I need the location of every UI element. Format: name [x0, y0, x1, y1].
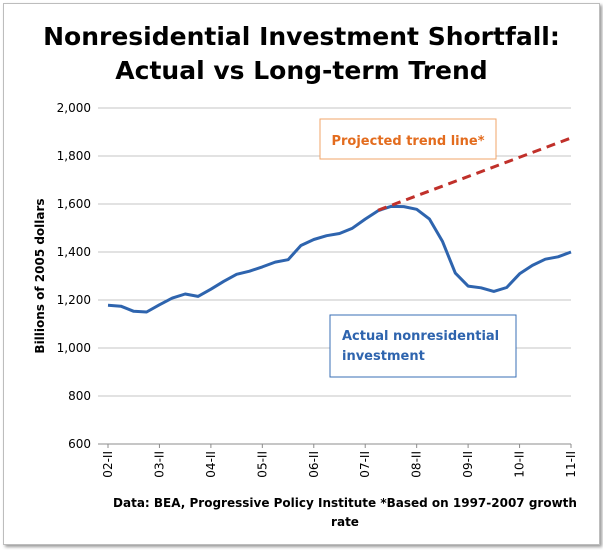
- x-tick-label: 07-II: [358, 451, 372, 478]
- footer-line-1: Data: BEA, Progressive Policy Institute …: [113, 496, 577, 510]
- x-tick-label: 11-II: [564, 451, 578, 478]
- x-tick-label: 05-II: [255, 451, 269, 478]
- y-tick-label: 600: [68, 437, 91, 451]
- series-line-actual-investment: [107, 204, 572, 314]
- x-tick-label: 09-II: [461, 451, 475, 478]
- trend-annotation-box: Projected trend line*: [319, 118, 497, 160]
- y-axis-label: Billions of 2005 dollars: [33, 198, 47, 353]
- chart-title: Nonresidential Investment Shortfall: Act…: [0, 20, 603, 88]
- chart-title-line-1: Nonresidential Investment Shortfall:: [43, 22, 560, 51]
- y-tick-label: 800: [68, 389, 91, 403]
- actual-annotation-label-line-2: investment: [342, 349, 425, 364]
- x-tick-label: 02-II: [101, 451, 115, 478]
- y-tick-label: 1,600: [57, 197, 91, 211]
- x-tick-label: 10-II: [513, 451, 527, 478]
- chart-footer: Data: BEA, Progressive Policy Institute …: [95, 494, 595, 532]
- trend-annotation-border: [319, 118, 497, 160]
- chart-frame: [3, 3, 600, 545]
- actual-annotation-box: Actual nonresidential investment: [329, 314, 517, 378]
- x-tick-label: 03-II: [152, 451, 166, 478]
- footer-line-2: rate: [331, 515, 359, 529]
- y-tick-label: 1,400: [57, 245, 91, 259]
- x-axis-ticks: 02-II 03-II 04-II 05-II 06-II 07-II 08-II 09-II…: [101, 444, 578, 478]
- y-tick-label: 1,800: [57, 149, 91, 163]
- y-tick-label: 2,000: [57, 101, 91, 115]
- y-axis-ticks: 600 800 1,000 1,200 1,400 1,600 1,800 2,000: [57, 101, 91, 451]
- y-tick-label: 1,200: [57, 293, 91, 307]
- trend-annotation-label: Projected trend line*: [331, 134, 484, 149]
- actual-annotation-border: [329, 314, 517, 378]
- x-tick-label: 04-II: [204, 451, 218, 478]
- series-line-projected-trend: [377, 136, 572, 212]
- actual-annotation-label-line-1: Actual nonresidential: [342, 329, 499, 344]
- x-tick-label: 06-II: [307, 451, 321, 478]
- chart-title-line-2: Actual vs Long-term Trend: [115, 56, 488, 85]
- y-tick-label: 1,000: [57, 341, 91, 355]
- x-tick-label: 08-II: [410, 451, 424, 478]
